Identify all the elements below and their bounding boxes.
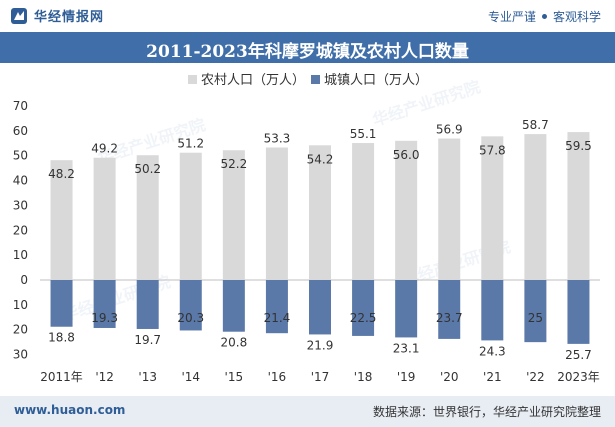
rural-value-label: 49.2 bbox=[91, 142, 118, 156]
chart-bars bbox=[50, 132, 590, 344]
rural-bar bbox=[524, 134, 547, 280]
rural-bar bbox=[136, 155, 159, 280]
rural-value-label: 54.2 bbox=[307, 152, 334, 166]
y-axis: 70 60 50 40 30 20 10 0 10 20 30 bbox=[13, 99, 600, 362]
legend-label-urban: 城镇人口（万人） bbox=[324, 73, 428, 88]
urban-value-label: 25 bbox=[528, 311, 543, 325]
rural-value-label: 57.8 bbox=[479, 143, 506, 157]
rural-bar bbox=[179, 152, 202, 280]
urban-value-label: 25.7 bbox=[565, 348, 592, 362]
rural-bar bbox=[481, 136, 504, 280]
logo-text: 华经情报网 bbox=[34, 10, 105, 25]
urban-bar bbox=[352, 280, 375, 336]
rural-value-label: 58.7 bbox=[522, 118, 549, 132]
urban-value-label: 20.3 bbox=[177, 311, 204, 325]
x-tick-label: '21 bbox=[483, 370, 502, 384]
y-tick-label: 60 bbox=[13, 124, 28, 138]
y-tick-label: 70 bbox=[13, 99, 28, 113]
rural-value-label: 51.2 bbox=[177, 137, 204, 151]
rural-value-label: 50.2 bbox=[134, 162, 161, 176]
x-axis: 2011年 '12 '13 '14 '15 '16 '17 '18 '19 '20 '21 '22 20… bbox=[40, 370, 599, 384]
legend-swatch-rural bbox=[188, 75, 197, 84]
y-tick-label: 20 bbox=[13, 223, 28, 237]
urban-bar bbox=[179, 280, 202, 331]
chart-title: 2011-2023年科摩罗城镇及农村人口数量 bbox=[146, 42, 469, 62]
urban-value-label: 19.3 bbox=[91, 311, 118, 325]
x-tick-label: '17 bbox=[311, 370, 330, 384]
x-tick-label: '15 bbox=[225, 370, 244, 384]
urban-value-label: 21.4 bbox=[264, 311, 291, 325]
urban-bar bbox=[93, 280, 116, 328]
x-tick-label: 2023年 bbox=[557, 370, 600, 384]
top-bar: 华经情报网 专业严谨 客观科学 bbox=[0, 0, 615, 32]
y-tick-label: 0 bbox=[20, 273, 28, 287]
x-tick-label: '14 bbox=[181, 370, 200, 384]
urban-bar bbox=[222, 280, 245, 332]
urban-bar bbox=[395, 280, 418, 338]
footer-source: 数据来源：世界银行，华经产业研究院整理 bbox=[372, 405, 601, 419]
urban-value-label: 23.1 bbox=[393, 341, 420, 355]
rural-bar bbox=[352, 143, 375, 280]
rural-value-label: 56.9 bbox=[436, 123, 463, 137]
rural-bar bbox=[567, 132, 590, 280]
rural-value-label: 55.1 bbox=[350, 127, 377, 141]
urban-bar bbox=[438, 280, 461, 339]
y-tick-label: 50 bbox=[13, 149, 28, 163]
rural-bar bbox=[50, 160, 73, 280]
population-chart: 农村人口（万人） 城镇人口（万人） 70 60 50 40 30 20 10 0 10 20 30 4… bbox=[13, 73, 600, 384]
legend-swatch-urban bbox=[311, 75, 320, 84]
y-tick-label: 20 bbox=[13, 323, 28, 337]
urban-value-label: 23.7 bbox=[436, 311, 463, 325]
x-tick-label: '18 bbox=[354, 370, 373, 384]
rural-value-label: 56.0 bbox=[393, 148, 420, 162]
x-tick-label: '19 bbox=[397, 370, 416, 384]
huajing-logo-icon bbox=[11, 8, 27, 24]
rural-value-label: 59.5 bbox=[565, 139, 592, 153]
urban-value-label: 24.3 bbox=[479, 344, 506, 358]
legend-label-rural: 农村人口（万人） bbox=[201, 73, 305, 88]
urban-bar bbox=[481, 280, 504, 341]
data-labels: 48.2 18.8 49.2 19.3 50.2 19.7 51.2 20.3 52.2 20.8… bbox=[48, 118, 592, 362]
rural-value-label: 48.2 bbox=[48, 167, 75, 181]
x-tick-label: '13 bbox=[138, 370, 157, 384]
y-tick-label: 30 bbox=[13, 198, 28, 212]
x-tick-label: '12 bbox=[95, 370, 114, 384]
chart-legend: 农村人口（万人） 城镇人口（万人） bbox=[188, 73, 428, 88]
urban-bar bbox=[265, 280, 288, 334]
tagline-dot-icon bbox=[541, 14, 547, 19]
urban-bar bbox=[567, 280, 590, 344]
tagline-right: 客观科学 bbox=[552, 10, 601, 24]
x-tick-label: 2011年 bbox=[40, 370, 83, 384]
urban-bar bbox=[524, 280, 547, 343]
title-bar bbox=[0, 32, 615, 63]
urban-value-label: 21.9 bbox=[307, 338, 334, 352]
urban-value-label: 18.8 bbox=[48, 331, 75, 345]
x-tick-label: '22 bbox=[526, 370, 545, 384]
tagline-left: 专业严谨 bbox=[487, 10, 536, 24]
rural-bar bbox=[93, 157, 116, 280]
urban-value-label: 20.8 bbox=[220, 336, 247, 350]
urban-value-label: 19.7 bbox=[134, 333, 161, 347]
y-tick-label: 10 bbox=[13, 298, 28, 312]
urban-value-label: 22.5 bbox=[350, 311, 377, 325]
urban-bar bbox=[309, 280, 331, 335]
urban-bar bbox=[50, 280, 73, 327]
footer-url: www.huaon.com bbox=[14, 403, 126, 417]
rural-bar bbox=[438, 138, 461, 280]
rural-value-label: 52.2 bbox=[220, 157, 247, 171]
y-tick-label: 40 bbox=[13, 174, 28, 188]
rural-bar bbox=[222, 150, 245, 280]
urban-bar bbox=[136, 280, 159, 329]
y-tick-label: 30 bbox=[13, 348, 28, 362]
footer-bar bbox=[0, 396, 615, 427]
x-tick-label: '20 bbox=[440, 370, 459, 384]
x-tick-label: '16 bbox=[268, 370, 287, 384]
rural-value-label: 53.3 bbox=[264, 132, 291, 146]
tagline: 专业严谨 客观科学 bbox=[488, 8, 601, 25]
rural-bar bbox=[395, 140, 418, 280]
rural-bar bbox=[309, 145, 331, 280]
y-tick-label: 10 bbox=[13, 248, 28, 262]
rural-bar bbox=[265, 147, 288, 280]
